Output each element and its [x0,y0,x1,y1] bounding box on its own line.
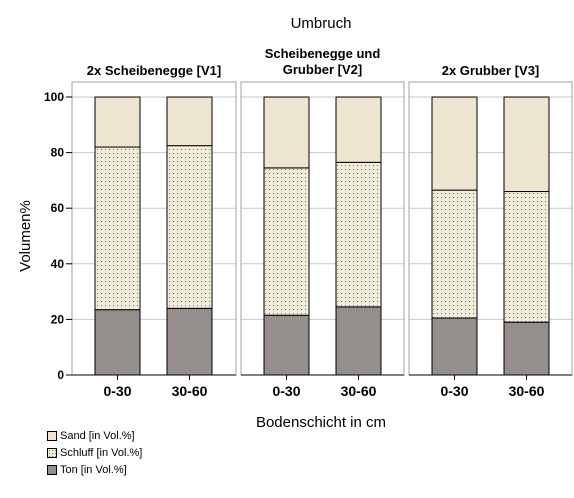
y-axis: 0 20 40 60 80 100 [44,90,72,382]
y-tick-label: 20 [51,312,65,326]
legend-item: Ton [in Vol.%] [47,461,142,478]
legend-label: Ton [in Vol.%] [60,463,127,476]
x-tick-label: 0-30 [103,383,131,399]
bar-segment-sand [503,96,550,193]
bar-segment-sand [263,96,310,169]
x-tick-label: 0-30 [440,383,468,399]
bar-segment-sand [431,96,478,191]
x-tick-label: 30-60 [509,383,545,399]
panel-1: 2x Scheibenegge [V1] 0-30 30-60 [71,63,237,399]
bar-segment-schluff [335,161,382,308]
y-tick-label: 100 [44,90,64,104]
bar-segment-ton [263,314,310,376]
bar-segment-ton [503,321,550,376]
bar-segment-schluff [503,191,550,323]
legend-label: Schluff [in Vol.%] [60,446,143,459]
bar-segment-ton [431,317,478,376]
x-tick-label: 30-60 [341,383,377,399]
bar-segment-sand [335,96,382,163]
panel-title: Grubber [V2] [283,62,362,77]
legend-swatch [47,464,57,475]
bar-segment-ton [335,306,382,376]
panel-3: 2x Grubber [V3] 0-30 30-60 [408,63,573,399]
y-tick-label: 0 [57,368,64,382]
y-tick-label: 80 [51,146,65,160]
panel-title: Scheibenegge und [265,46,381,61]
legend-swatch [47,447,57,458]
bar-segment-schluff [94,146,141,311]
legend-label: Sand [in Vol.%] [60,429,135,442]
panel-title: 2x Scheibenegge [V1] [87,63,221,78]
bar-segment-sand [166,96,213,147]
legend: Sand [in Vol.%] Schluff [in Vol.%] Ton [in… [47,427,142,478]
x-tick-label: 0-30 [272,383,300,399]
bar-segment-ton [94,309,141,376]
bar-segment-schluff [263,167,310,316]
y-tick-label: 60 [51,201,65,215]
legend-item: Sand [in Vol.%] [47,427,142,444]
bar-segment-schluff [431,189,478,319]
panels-group: 2x Scheibenegge [V1]0-30 30-60Scheibenegg… [71,46,573,399]
bar-segment-schluff [166,145,213,309]
bar-segment-ton [166,307,213,376]
chart-title: Umbruch [291,15,352,32]
bar-segment-sand [94,96,141,148]
panel-title: 2x Grubber [V3] [442,63,540,78]
legend-swatch [47,430,57,441]
y-axis-label: Volumen% [17,200,34,272]
y-tick-label: 40 [51,257,65,271]
legend-item: Schluff [in Vol.%] [47,444,142,461]
x-axis-label: Bodenschicht in cm [256,414,386,431]
x-tick-label: 30-60 [172,383,208,399]
